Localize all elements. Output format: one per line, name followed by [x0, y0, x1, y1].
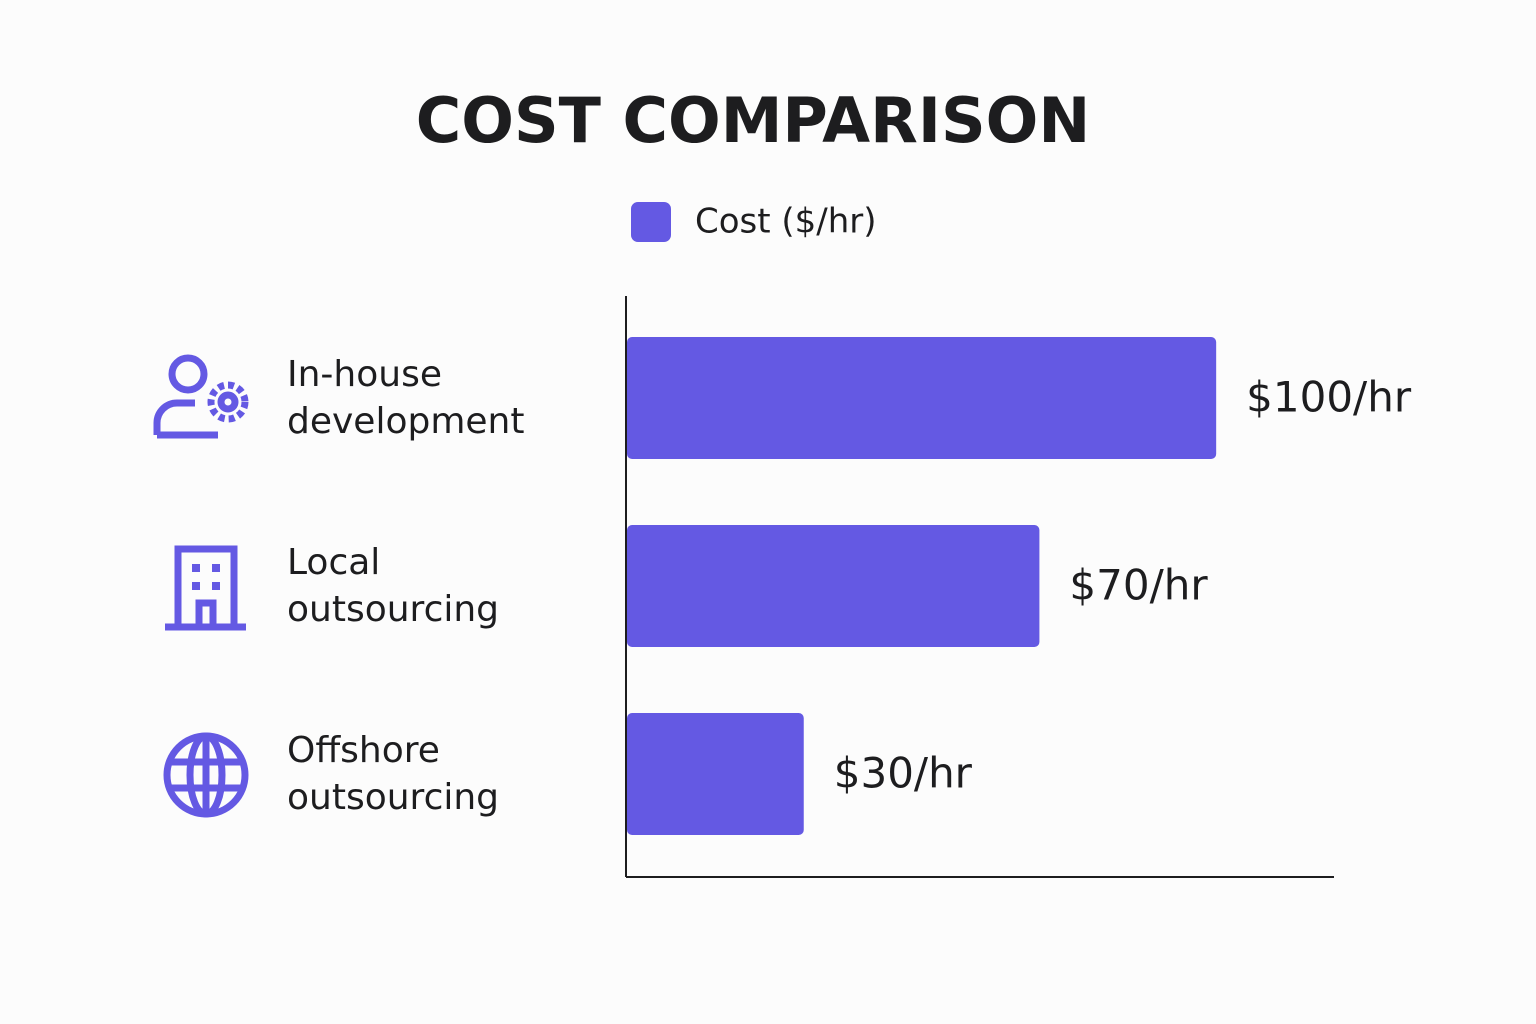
value-label: $100/hr	[1246, 373, 1412, 422]
legend-swatch	[631, 202, 671, 242]
icons	[153, 354, 249, 818]
globe-icon	[163, 732, 249, 818]
category-label: Local outsourcing	[287, 542, 500, 630]
bar	[627, 337, 1217, 459]
value-label: $30/hr	[834, 749, 973, 798]
bar	[627, 525, 1040, 647]
legend-label: Cost ($/hr)	[695, 202, 877, 242]
building-icon	[165, 545, 246, 631]
category-label: Offshore outsourcing	[287, 730, 500, 818]
chart-title: COST COMPARISON	[416, 84, 1090, 157]
category-label: In-house development	[287, 354, 525, 442]
value-label: $70/hr	[1069, 561, 1208, 610]
person-gear-icon	[153, 354, 249, 439]
bar	[627, 713, 804, 835]
